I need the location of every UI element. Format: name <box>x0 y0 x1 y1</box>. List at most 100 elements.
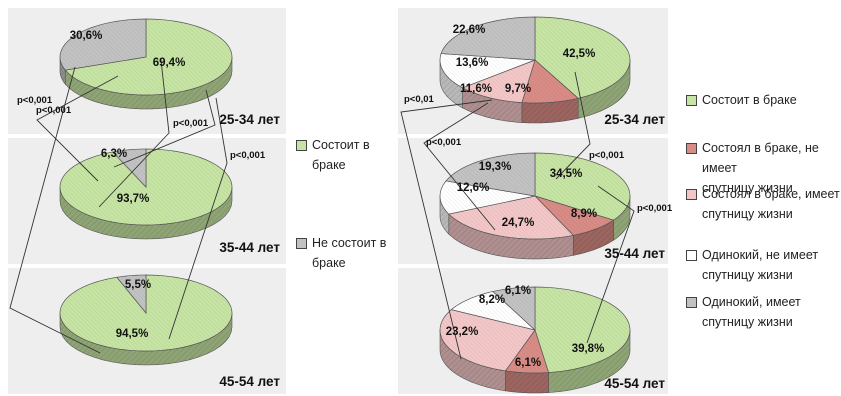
slice-value-label: 42,5% <box>563 48 596 60</box>
legend-item: Одинокий, имеет спутницу жизни <box>686 292 801 332</box>
pie-layer <box>59 16 631 394</box>
pie-left-25-34-лет <box>59 18 233 110</box>
pie-right-45-54-лет <box>439 286 631 394</box>
pie-right-25-34-лет <box>439 16 631 124</box>
legend-item: Состоял в браке, имеет спутницу жизни <box>686 184 840 224</box>
slice-value-label: 22,6% <box>453 24 486 36</box>
legend-label: Состоял в браке, имеет спутницу жизни <box>702 187 840 221</box>
slice-value-label: 12,6% <box>457 182 490 194</box>
legend-label: Одинокий, не имеет спутницу жизни <box>702 248 819 282</box>
legend-item: Состоит в браке <box>686 90 797 110</box>
legend-swatch <box>686 297 697 308</box>
legend-swatch <box>296 140 307 151</box>
pie-slice-texture <box>446 153 535 196</box>
significance-label: p<0,001 <box>230 150 266 161</box>
slice-value-label: 5,5% <box>125 279 151 291</box>
pie-slice-side-texture <box>60 313 232 365</box>
slice-value-label: 9,7% <box>505 83 531 95</box>
age-group-label: 45-54 лет <box>219 374 280 389</box>
pie-left-45-54-лет <box>59 274 233 366</box>
label-layer: 25-34 лет 69,4% 30,6% 35-44 лет 93,7% 6,3% 45-… <box>17 24 673 391</box>
significance-label: p<0,001 <box>426 137 462 148</box>
slice-value-label: 6,1% <box>505 285 531 297</box>
significance-label: p<0,001 <box>589 150 625 161</box>
significance-line <box>586 185 635 344</box>
slice-value-label: 39,8% <box>572 343 605 355</box>
significance-line <box>9 66 101 354</box>
pie-slice-texture <box>116 275 146 313</box>
legend-item: Состоял в браке, не имеет спутницу жизни <box>686 138 841 198</box>
slice-value-label: 93,7% <box>117 193 150 205</box>
age-group-label: 45-54 лет <box>604 376 665 391</box>
legend-item: Не состоит в браке <box>296 233 386 273</box>
pie-slice-texture <box>535 153 630 221</box>
slice-value-label: 23,2% <box>446 326 479 338</box>
pie-right-35-44-лет <box>439 152 631 260</box>
significance-line <box>36 75 119 182</box>
pie-slice-side-texture <box>440 330 506 391</box>
slice-value-label: 94,5% <box>116 328 149 340</box>
pie-slice-side-texture <box>60 187 232 239</box>
slice-value-label: 6,1% <box>515 357 541 369</box>
pie-slice-texture <box>440 309 535 371</box>
legend-label: Состоял в браке, не имеет спутницу жизни <box>702 141 819 195</box>
slice-value-label: 6,3% <box>101 148 127 160</box>
significance-label: p<0,001 <box>637 203 673 214</box>
pie-slice-side-texture <box>613 196 630 241</box>
age-group-label: 35-44 лет <box>604 246 665 261</box>
slice-value-label: 30,6% <box>70 30 103 42</box>
slice-value-label: 19,3% <box>479 161 512 173</box>
pie-slice-side-texture <box>448 214 574 259</box>
pie-slice-texture <box>505 330 549 373</box>
pie-slice-side-texture <box>65 57 233 109</box>
significance-label: p<0,001 <box>36 105 72 116</box>
legend-label: Состоит в браке <box>702 93 797 107</box>
pie-slice-texture <box>448 196 574 239</box>
significance-line <box>168 97 228 340</box>
pie-slice-texture <box>535 287 630 373</box>
age-group-label: 25-34 лет <box>604 112 665 127</box>
legend-label: Не состоит в браке <box>312 236 387 270</box>
pie-slice-texture <box>492 287 535 330</box>
legend-label: Одинокий, имеет спутницу жизни <box>702 295 801 329</box>
significance-line <box>555 71 591 180</box>
significance-label: p<0,001 <box>173 118 209 129</box>
slice-value-label: 8,2% <box>479 294 505 306</box>
pie-slice-texture <box>60 19 146 71</box>
pie-slice-texture <box>535 196 614 236</box>
pie-slice-side-texture <box>440 60 463 108</box>
pie-slice-side-texture <box>462 87 522 123</box>
significance-line <box>98 59 170 208</box>
age-group-label: 35-44 лет <box>219 240 280 255</box>
pie-slice-texture <box>65 19 232 95</box>
pie-slice-texture <box>521 60 579 103</box>
slice-value-label: 34,5% <box>550 168 583 180</box>
pie-slice-texture <box>462 60 535 103</box>
age-group-label: 25-34 лет <box>219 112 280 127</box>
legend-swatch <box>296 238 307 249</box>
pie-slice-texture <box>112 149 146 187</box>
pie-slice-side-texture <box>521 98 579 123</box>
legend-swatch <box>686 95 697 106</box>
significance-connectors <box>9 59 635 360</box>
slice-value-label: 69,4% <box>153 57 186 69</box>
pie-slice-side-texture <box>505 370 549 393</box>
significance-line <box>400 99 493 360</box>
significance-label: p<0,01 <box>404 94 435 105</box>
significance-line <box>113 89 216 168</box>
pie-slice-side-texture <box>578 60 630 119</box>
legend-swatch <box>686 143 697 154</box>
significance-label: p<0,001 <box>17 95 53 106</box>
pie-slice-side-texture <box>548 330 630 393</box>
pie-slice-texture <box>451 291 535 330</box>
slice-value-label: 13,6% <box>456 57 489 69</box>
pie-slice-texture <box>441 17 535 60</box>
pie-slice-texture <box>440 53 535 88</box>
significance-line <box>423 102 496 231</box>
pie-slice-side-texture <box>573 220 614 256</box>
legend-swatch <box>686 189 697 200</box>
legend-swatch <box>686 250 697 261</box>
legend-item: Состоит в браке <box>296 135 370 175</box>
legend-label: Состоит в браке <box>312 138 370 172</box>
